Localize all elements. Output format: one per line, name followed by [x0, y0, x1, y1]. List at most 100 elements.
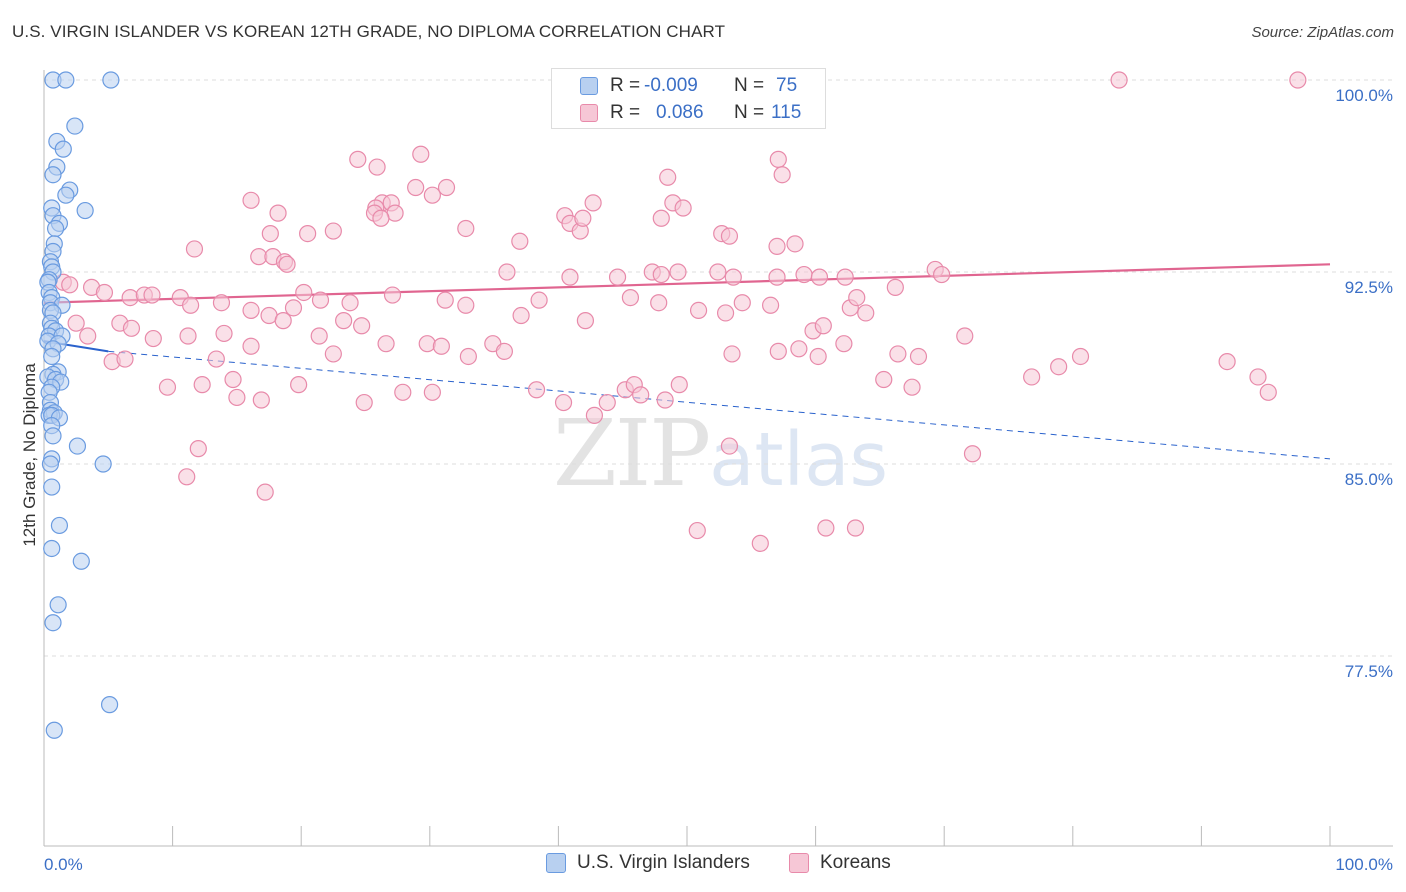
point-korean	[574, 209, 592, 227]
point-korean	[437, 178, 456, 197]
point-korean	[768, 237, 786, 255]
point-korean	[723, 345, 741, 363]
point-korean	[372, 209, 390, 227]
point-virgin-islanders	[43, 478, 61, 496]
point-korean	[116, 350, 134, 368]
point-korean	[295, 283, 313, 302]
point-korean	[773, 166, 791, 184]
point-korean	[688, 521, 706, 540]
point-korean	[193, 376, 211, 394]
point-virgin-islanders	[41, 455, 60, 473]
pink-swatch	[580, 104, 598, 122]
r-value: 0.086	[656, 102, 704, 123]
point-virgin-islanders	[44, 614, 62, 632]
point-korean	[670, 376, 688, 394]
point-korean	[1218, 353, 1236, 371]
point-korean	[335, 312, 353, 330]
r-label: R =	[610, 102, 641, 123]
blue-swatch	[580, 77, 598, 95]
point-korean	[530, 291, 548, 309]
point-korean	[215, 324, 233, 343]
source-label[interactable]: Source: ZipAtlas.com	[1251, 24, 1394, 41]
y-tick-label: 77.5%	[1345, 662, 1393, 681]
point-virgin-islanders	[46, 219, 65, 238]
point-virgin-islanders	[43, 347, 61, 366]
point-korean	[242, 337, 260, 355]
stats-row-koreans: R = 0.086 N = 115	[552, 101, 825, 127]
point-korean	[632, 386, 650, 404]
point-virgin-islanders	[94, 455, 112, 473]
point-korean	[963, 445, 982, 463]
point-korean	[810, 268, 829, 286]
point-korean	[67, 314, 85, 332]
point-korean	[324, 345, 342, 363]
point-korean	[669, 263, 687, 281]
point-korean	[311, 291, 330, 309]
point-korean	[242, 191, 260, 209]
point-korean	[95, 283, 114, 302]
point-korean	[61, 276, 79, 294]
point-korean	[432, 337, 450, 355]
point-korean	[527, 381, 546, 399]
r-label: R =	[610, 75, 641, 96]
point-korean	[144, 329, 162, 348]
point-korean	[207, 350, 225, 368]
point-korean	[269, 204, 287, 222]
point-korean	[1023, 368, 1041, 386]
point-korean	[256, 483, 274, 501]
point-korean	[1259, 383, 1277, 401]
x-tick-label: 100.0%	[1335, 855, 1393, 874]
point-korean	[121, 289, 139, 307]
point-korean	[709, 263, 727, 281]
point-korean	[1289, 71, 1307, 89]
trend-line-koreans	[43, 263, 1331, 304]
point-virgin-islanders	[49, 596, 67, 614]
point-korean	[1249, 368, 1267, 386]
point-korean	[368, 158, 386, 176]
point-korean	[394, 383, 412, 401]
n-label: N =	[734, 75, 765, 96]
point-korean	[324, 222, 342, 240]
point-korean	[498, 263, 516, 281]
point-korean	[561, 268, 579, 286]
n-label: N =	[734, 102, 765, 123]
point-virgin-islanders	[44, 166, 62, 184]
point-korean	[284, 299, 303, 317]
point-korean	[261, 225, 279, 243]
point-korean	[228, 388, 246, 407]
y-axis-label: 12th Grade, No Diploma	[20, 363, 39, 547]
point-korean	[598, 393, 616, 412]
legend-label: U.S. Virgin Islanders	[577, 852, 750, 873]
point-korean	[512, 306, 530, 325]
point-korean	[720, 227, 739, 245]
pink-swatch	[789, 853, 809, 873]
point-virgin-islanders	[43, 539, 61, 558]
point-korean	[224, 370, 242, 389]
axes	[43, 70, 1393, 847]
point-korean	[875, 370, 893, 389]
point-virgin-islanders	[57, 71, 75, 89]
point-korean	[724, 268, 742, 286]
point-korean	[769, 150, 787, 168]
point-korean	[608, 268, 627, 286]
point-korean	[554, 393, 573, 412]
watermark-atlas: atlas	[709, 417, 888, 503]
point-virgin-islanders	[45, 721, 63, 739]
point-korean	[179, 327, 197, 345]
point-korean	[412, 145, 430, 163]
point-korean	[790, 340, 808, 358]
point-korean	[956, 327, 974, 345]
point-korean	[349, 150, 367, 168]
point-virgin-islanders	[50, 516, 69, 535]
point-korean	[418, 335, 436, 353]
point-korean	[761, 296, 780, 314]
point-virgin-islanders	[44, 427, 62, 445]
point-korean	[383, 286, 402, 304]
point-korean	[835, 335, 853, 353]
point-korean	[274, 312, 292, 330]
point-korean	[242, 301, 260, 319]
point-korean	[122, 319, 141, 337]
point-korean	[933, 265, 951, 284]
point-korean	[436, 291, 454, 309]
